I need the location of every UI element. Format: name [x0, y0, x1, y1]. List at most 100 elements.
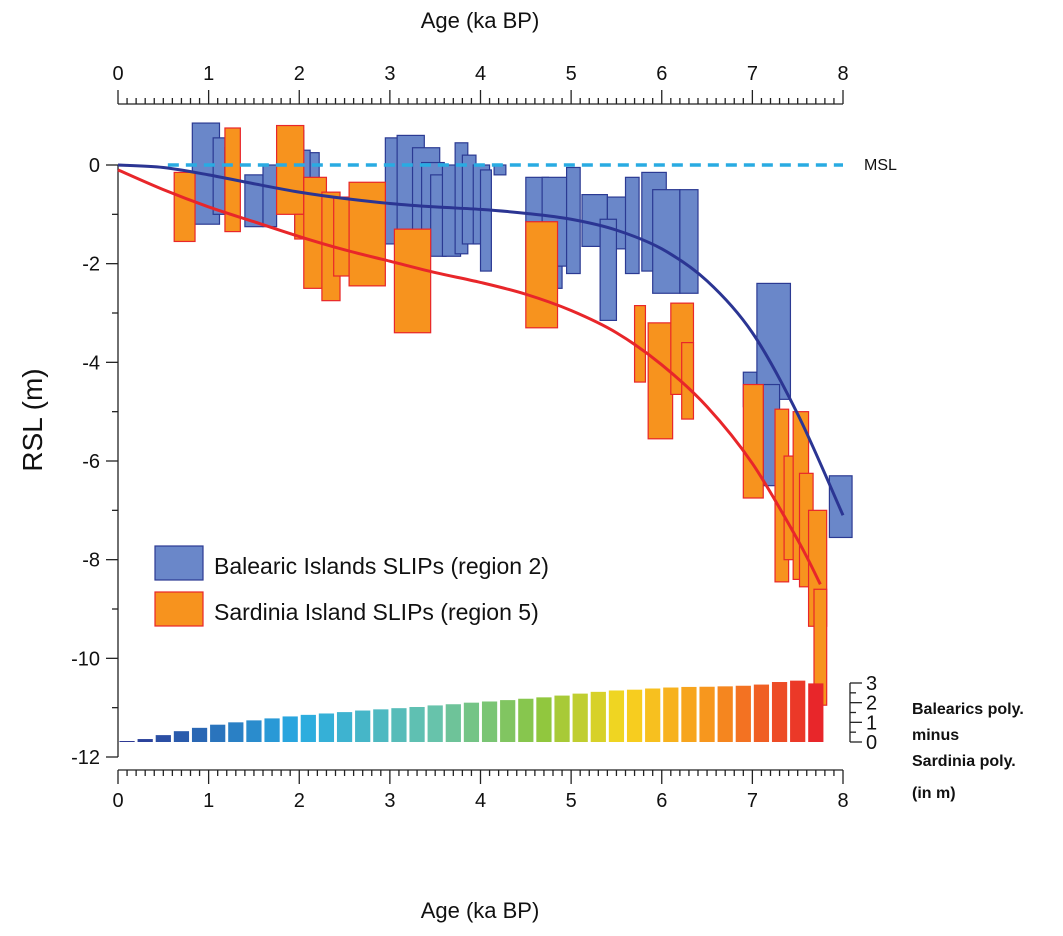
- difference-bar: [717, 686, 733, 742]
- difference-bar: [608, 690, 625, 742]
- balearic-slip-box: [652, 189, 681, 294]
- top-x-tick-label: 0: [112, 63, 123, 85]
- difference-label-line-1: Balearics poly.: [912, 701, 1024, 718]
- sardinia-slip-box: [525, 221, 559, 329]
- top-x-tick-label: 4: [475, 63, 486, 85]
- difference-bar: [790, 680, 806, 742]
- difference-label-line-2: minus: [912, 727, 959, 744]
- difference-bar: [445, 704, 461, 742]
- sardinia-slip-box: [348, 181, 386, 287]
- difference-label-line-4: (in m): [912, 785, 956, 802]
- difference-bar: [735, 685, 751, 742]
- top-x-tick-label: 3: [384, 63, 395, 85]
- difference-tick-label: 0: [866, 732, 877, 754]
- difference-bar: [155, 735, 171, 742]
- bottom-x-tick-label: 3: [384, 790, 395, 812]
- difference-bar: [355, 710, 371, 742]
- y-tick-label: -4: [82, 352, 100, 374]
- sardinia-slip-box: [742, 383, 764, 499]
- difference-bar: [645, 688, 661, 742]
- balearic-boxes-group: [191, 122, 853, 539]
- difference-tick-label: 2: [866, 693, 877, 715]
- balearic-slip-box: [599, 218, 618, 321]
- sardinia-slip-box: [647, 322, 674, 440]
- sardinia-slip-box: [393, 228, 432, 334]
- difference-bar: [554, 695, 570, 742]
- sardinia-slip-box: [173, 171, 196, 243]
- top-x-tick-label: 6: [656, 63, 667, 85]
- difference-bar: [518, 698, 534, 742]
- balearics-polynomial-curve: [117, 163, 845, 516]
- bottom-x-tick-label: 2: [294, 790, 305, 812]
- legend-swatch-sardinia: [154, 591, 204, 627]
- bottom-x-tick-label: 0: [112, 790, 123, 812]
- top-x-tick-label: 7: [747, 63, 758, 85]
- difference-bar: [228, 722, 244, 742]
- balearic-slip-box: [262, 164, 278, 228]
- bottom-x-tick-label: 8: [837, 790, 848, 812]
- top-x-axis: 0 1 2 3 4 5 6 7 8: [112, 63, 849, 105]
- difference-bar: [481, 701, 498, 742]
- difference-bar: [282, 716, 298, 742]
- top-x-axis-title: Age (ka BP): [421, 8, 540, 33]
- difference-tick-label: 3: [866, 673, 877, 695]
- bottom-x-tick-label: 6: [656, 790, 667, 812]
- difference-bar: [681, 686, 697, 742]
- difference-bar: [771, 682, 788, 742]
- legend-label-balearic: Balearic Islands SLIPs (region 2): [214, 553, 549, 579]
- bottom-x-tick-label: 1: [203, 790, 214, 812]
- y-tick-label: -8: [82, 550, 100, 572]
- difference-bar: [500, 700, 516, 742]
- balearic-slip-box: [679, 189, 699, 294]
- sardinia-boxes-group: [173, 124, 828, 706]
- sardinia-slip-box: [333, 196, 350, 277]
- difference-label-line-3: Sardinia poly.: [912, 753, 1016, 770]
- bottom-x-tick-label: 5: [566, 790, 577, 812]
- y-tick-label: -2: [82, 254, 100, 276]
- y-tick-label: 0: [89, 155, 100, 177]
- y-tick-label: -6: [82, 451, 100, 473]
- difference-label: Balearics poly. minus Sardinia poly. (in…: [912, 701, 1024, 802]
- difference-bar: [264, 718, 280, 742]
- legend-swatch-balearic: [154, 545, 204, 581]
- difference-bar: [318, 713, 335, 742]
- difference-bar: [300, 714, 316, 742]
- difference-bar: [590, 691, 606, 742]
- difference-bar: [173, 731, 190, 742]
- difference-bar: [626, 689, 643, 742]
- y-tick-label: -10: [71, 648, 100, 670]
- balearic-slip-box: [479, 169, 492, 272]
- y-tick-label: -12: [71, 747, 100, 769]
- difference-bar: [210, 724, 226, 742]
- difference-bar: [373, 709, 389, 742]
- legend-label-sardinia: Sardinia Island SLIPs (region 5): [214, 599, 539, 625]
- difference-bars-group: [119, 680, 824, 742]
- difference-bar: [663, 687, 679, 742]
- sardinia-polynomial-curve: [117, 168, 822, 586]
- difference-bar: [137, 739, 153, 742]
- difference-bar: [753, 684, 770, 742]
- bottom-x-axis-title: Age (ka BP): [421, 898, 540, 923]
- difference-bar: [391, 708, 407, 742]
- top-x-tick-label: 5: [566, 63, 577, 85]
- balearic-slip-box: [756, 282, 792, 400]
- difference-tick-label: 1: [866, 712, 877, 734]
- difference-bar: [191, 727, 208, 742]
- msl-label: MSL: [864, 157, 897, 174]
- top-x-tick-label: 8: [837, 63, 848, 85]
- difference-bar: [119, 741, 135, 742]
- difference-bar: [336, 712, 353, 742]
- top-x-tick-label: 2: [294, 63, 305, 85]
- legend: Balearic Islands SLIPs (region 2) Sardin…: [154, 545, 549, 627]
- bottom-x-tick-label: 4: [475, 790, 486, 812]
- difference-bar: [463, 702, 480, 742]
- curves-group: [117, 163, 845, 586]
- top-x-tick-label: 1: [203, 63, 214, 85]
- y-axis-title: RSL (m): [17, 368, 48, 471]
- difference-bar: [536, 697, 552, 742]
- difference-bar: [699, 686, 715, 742]
- bottom-x-tick-label: 7: [747, 790, 758, 812]
- difference-bar: [572, 693, 588, 742]
